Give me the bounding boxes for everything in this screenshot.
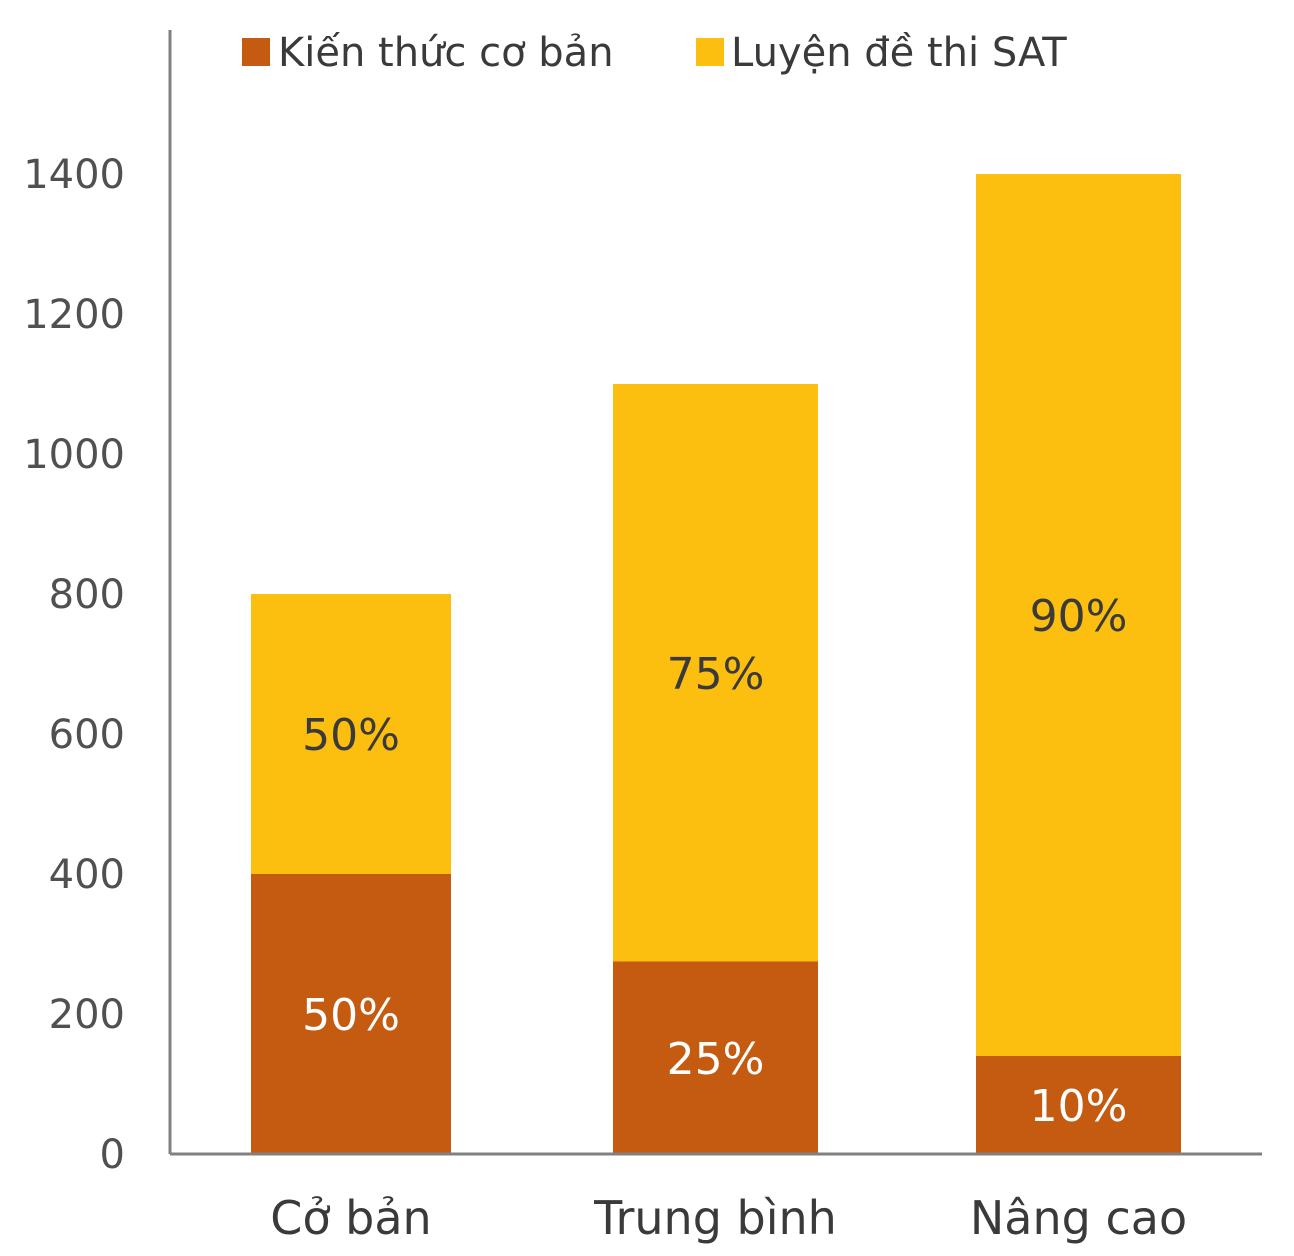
- y-tick-label: 1200: [23, 292, 125, 338]
- bar-data-label: 25%: [667, 1034, 765, 1085]
- bar-segment: [976, 174, 1181, 1056]
- bar-data-label: 75%: [667, 649, 765, 700]
- bar-segment: [251, 594, 451, 874]
- x-tick-label: Cở bản: [270, 1191, 431, 1245]
- bar-segment: [976, 1056, 1181, 1154]
- bar-data-label: 10%: [1030, 1081, 1128, 1132]
- y-tick-label: 400: [49, 852, 125, 898]
- bar-segment: [613, 961, 818, 1154]
- bar-labels: 50% 50% 25% 75% 10% 90%: [302, 591, 1127, 1132]
- legend-swatch-luyen-de-thi-sat: [696, 38, 724, 66]
- y-tick-label: 1400: [23, 152, 125, 198]
- legend-label-luyen-de-thi-sat: Luyện đề thi SAT: [731, 30, 1067, 76]
- y-tick-label: 600: [49, 712, 125, 758]
- legend-label-kien-thuc-co-ban: Kiến thức cơ bản: [278, 30, 614, 76]
- y-axis-ticks: 0 200 400 600 800 1000 1200 1400: [23, 152, 125, 1178]
- y-tick-label: 1000: [23, 432, 125, 478]
- legend: Kiến thức cơ bản Luyện đề thi SAT: [242, 30, 1067, 76]
- bar-segment: [251, 874, 451, 1154]
- x-tick-label: Nâng cao: [970, 1191, 1187, 1245]
- x-tick-label: Trung bình: [593, 1191, 837, 1245]
- bars: [251, 174, 1181, 1154]
- y-tick-label: 200: [49, 992, 125, 1038]
- bar-data-label: 50%: [302, 710, 400, 761]
- y-tick-label: 800: [49, 572, 125, 618]
- bar-segment: [613, 384, 818, 962]
- x-axis-ticks: Cở bản Trung bình Nâng cao: [270, 1191, 1187, 1245]
- y-tick-label: 0: [100, 1132, 125, 1178]
- bar-data-label: 50%: [302, 990, 400, 1041]
- legend-swatch-kien-thuc-co-ban: [242, 38, 270, 66]
- bar-data-label: 90%: [1030, 591, 1128, 642]
